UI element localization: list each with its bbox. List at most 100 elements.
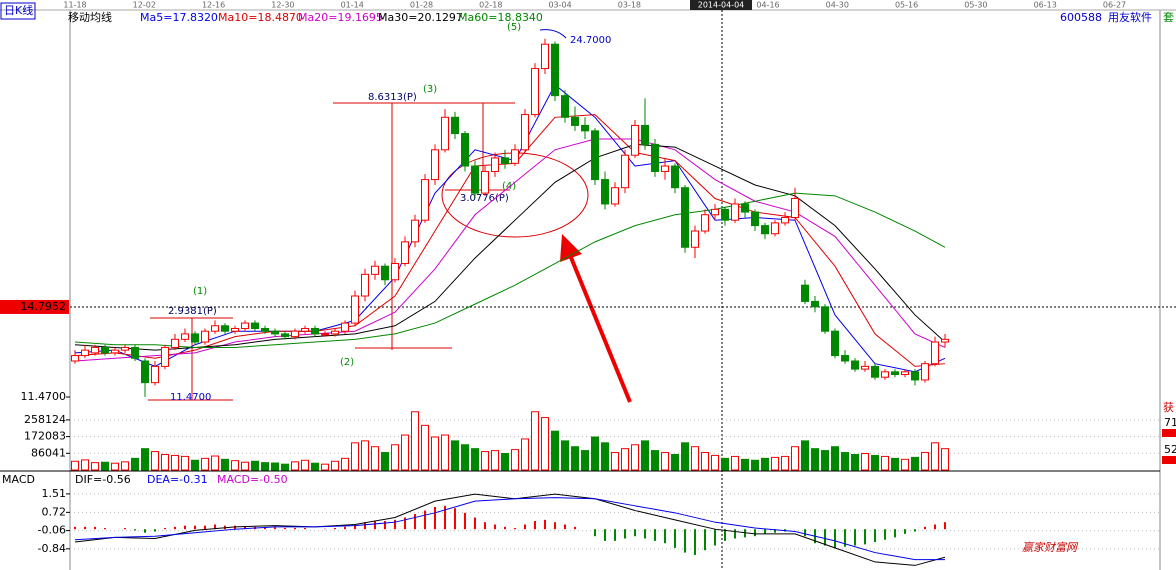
volume-bar [271,462,279,471]
legend-entry: Ma10=18.4870 [218,11,303,24]
x-tick-label: 04-16 [756,1,779,10]
candle-body [641,124,649,145]
volume-bar [251,460,259,471]
volume-bar [621,448,629,471]
volume-bar [591,436,599,471]
period: 日K线 [4,3,33,17]
volume-bar [171,454,179,471]
volume-bar [221,458,229,471]
candle-body [671,165,679,189]
candle-body [71,355,79,362]
volume-bar [481,451,489,471]
candle-body [141,360,149,384]
volume-bar [281,463,289,471]
stock-code: 600588 [1060,11,1102,24]
y-tick-label: 258124 [24,413,66,426]
volume-bar [71,460,79,471]
candle-body [871,365,879,378]
candle-body [511,149,519,164]
x-tick-label: 12-02 [133,1,156,10]
volume-bar [871,454,879,471]
line [74,143,946,351]
volume-bar [771,456,779,471]
volume-bar [811,448,819,471]
volume-bar [651,450,659,471]
candle-body [221,325,229,332]
volume-bar [691,446,699,471]
annotation: (1) [193,286,207,297]
volume-bar [411,411,419,471]
candle-body [91,346,99,354]
candle-body [161,346,169,367]
side-value: 71. [1164,416,1176,429]
candle-body [941,338,949,343]
candle-body [201,330,209,343]
candle-body [301,327,309,332]
annotation: 24.7000 [570,35,611,46]
candle-body [771,222,779,235]
candle-body [731,203,739,221]
volume-bar [921,452,929,471]
volume-bar [151,451,159,471]
candle-body [761,225,769,235]
volume-bar [211,455,219,471]
candle-body [571,116,579,126]
candle-body [371,265,379,275]
volume-bar [371,446,379,471]
volume-bar [201,457,209,471]
x-tick-label: 06-13 [1034,1,1057,10]
volume-bar [531,411,539,471]
y-tick-label: 1.51 [42,487,67,500]
macd-title: MACD [2,473,35,486]
candle-body [541,43,549,70]
volume-bar [701,452,709,471]
candle-body [451,116,459,135]
x-tick-label: 06-27 [1103,1,1126,10]
candle-body [471,165,479,194]
volume-bar [391,444,399,471]
candle-body [491,157,499,172]
candle-body [121,346,129,351]
candle-body [341,322,349,332]
volume-bar [121,461,129,471]
annotation: (5) [507,22,521,33]
volume-bar [841,452,849,471]
volume-bar [611,452,619,471]
volume-bar [191,459,199,471]
volume-bar [91,462,99,471]
annotation: (3) [423,84,437,95]
y-tick-label: 0.72 [42,505,67,518]
arrow [560,234,632,403]
legend-entry: Ma60=18.8340 [458,11,543,24]
candle-body [911,371,919,381]
volume-bar [681,442,689,471]
x-tick-label: 11-18 [63,1,86,10]
x-tick-label: 02-18 [479,1,502,10]
side-box [1162,456,1176,464]
candle-body [601,179,609,205]
y-tick-label: -0.84 [38,542,66,555]
candle-body [531,68,539,116]
volume-bar [401,434,409,471]
candle-body [831,330,839,357]
volume-bar [881,455,889,471]
candle-body [781,216,789,224]
volume-bar [161,453,169,471]
candle-body [381,265,389,281]
x-tick-label: 03-04 [548,1,571,10]
volume-bar [261,462,269,471]
candle-body [211,325,219,332]
candle-body [411,219,419,243]
volume-bar [601,442,609,471]
candle-body [261,327,269,332]
volume-bar [311,462,319,471]
candle-body [811,300,819,308]
candle-body [681,187,689,248]
volume-bar [661,452,669,471]
volume-bar [581,450,589,471]
candle-body [891,371,899,376]
legend-entry: MACD=-0.50 [217,473,288,486]
line [74,138,946,362]
annotation: 8.6313(P) [368,92,417,103]
